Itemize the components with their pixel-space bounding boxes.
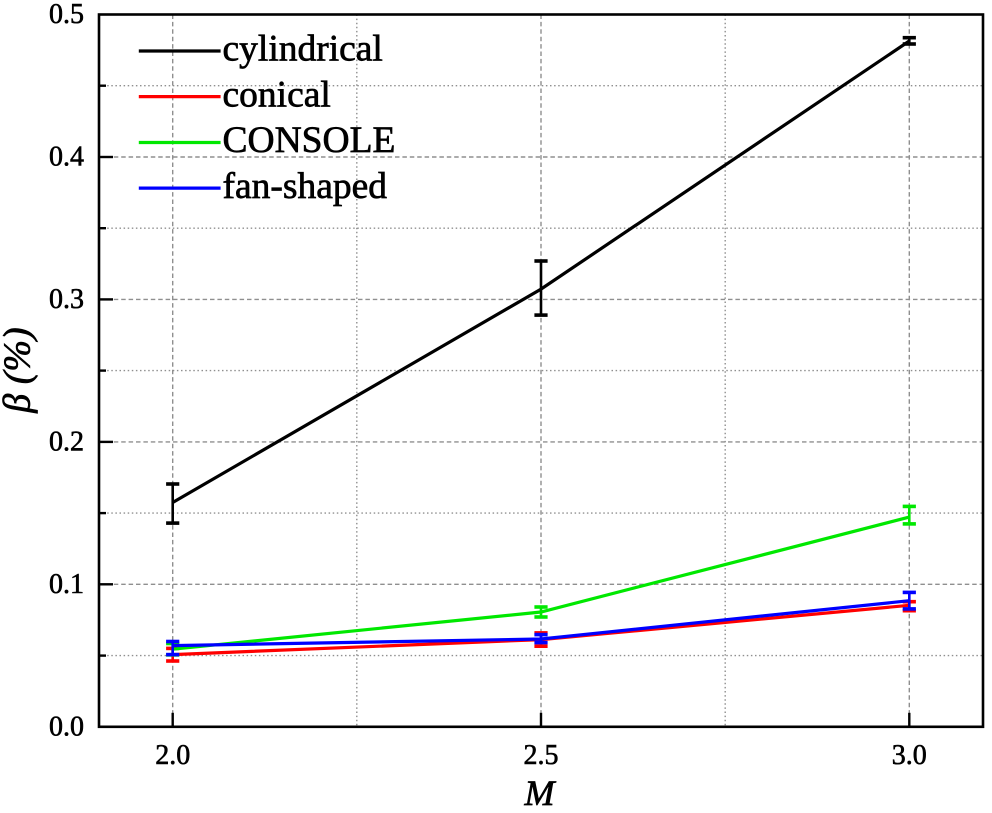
- svg-text:0.2: 0.2: [49, 426, 84, 457]
- svg-text:M: M: [524, 773, 557, 808]
- svg-text:2.0: 2.0: [155, 740, 190, 771]
- svg-text:0.0: 0.0: [49, 711, 84, 742]
- svg-text:CONSOLE: CONSOLE: [223, 120, 396, 161]
- svg-text:β (%): β (%): [0, 327, 39, 413]
- svg-text:conical: conical: [223, 74, 331, 115]
- svg-text:0.1: 0.1: [49, 569, 84, 600]
- svg-text:0.3: 0.3: [49, 284, 84, 315]
- svg-text:cylindrical: cylindrical: [223, 29, 383, 70]
- svg-text:0.5: 0.5: [49, 0, 84, 30]
- svg-text:fan-shaped: fan-shaped: [223, 166, 388, 207]
- svg-text:0.4: 0.4: [49, 142, 84, 173]
- svg-text:2.5: 2.5: [524, 740, 559, 771]
- svg-text:3.0: 3.0: [892, 740, 927, 771]
